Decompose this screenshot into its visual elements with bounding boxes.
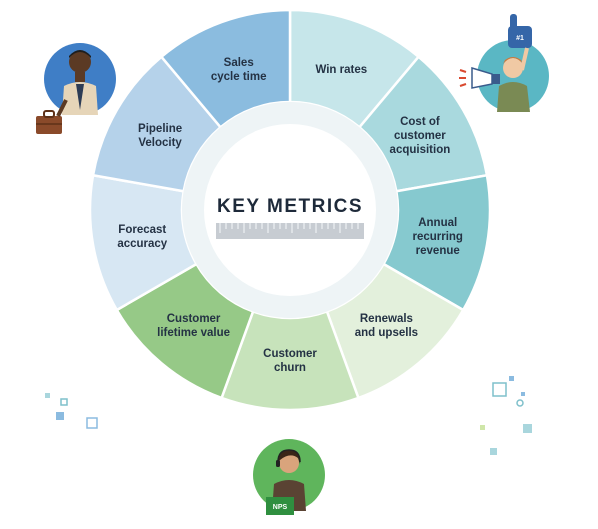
confetti-left bbox=[45, 393, 98, 429]
metric-label-5: Customer lifetime value bbox=[157, 313, 230, 339]
megaphone-icon bbox=[459, 66, 500, 89]
metric-label-0: Win rates bbox=[315, 64, 367, 76]
ruler-icon bbox=[216, 223, 364, 239]
businessman-tie bbox=[76, 84, 84, 110]
metric-label-7: Pipeline Velocity bbox=[138, 123, 182, 149]
foam-finger-label: #1 bbox=[516, 35, 524, 42]
businessman-illustration bbox=[36, 43, 116, 134]
metrics-labels: Win rates Cost of customer acquisition Annua… bbox=[117, 57, 463, 374]
foam-finger-icon: #1 bbox=[508, 14, 532, 71]
briefcase-icon bbox=[36, 99, 68, 134]
metric-label-3: Renewals and upsells bbox=[355, 313, 418, 339]
metric-label-8: Sales cycle time bbox=[211, 57, 267, 83]
confetti-right bbox=[480, 376, 532, 455]
support-agent-illustration: NPS bbox=[253, 439, 325, 515]
fan-head bbox=[503, 58, 523, 78]
fan-illustration: #1 bbox=[459, 14, 549, 112]
businessman-head bbox=[69, 51, 91, 73]
nps-card: NPS bbox=[266, 497, 294, 515]
headset-icon bbox=[276, 449, 301, 467]
nps-label: NPS bbox=[273, 504, 288, 511]
center-disc bbox=[204, 124, 376, 296]
center-title: KEY METRICS bbox=[217, 196, 363, 217]
agent-circle bbox=[253, 439, 325, 511]
fan-shirt bbox=[497, 82, 530, 112]
metric-label-4: Customer churn bbox=[263, 348, 317, 374]
agent-head bbox=[279, 453, 299, 473]
metric-label-2: Annual recurring revenue bbox=[412, 217, 463, 257]
metrics-wheel bbox=[88, 8, 492, 412]
metric-label-1: Cost of customer acquisition bbox=[390, 116, 451, 156]
metric-label-6: Forecast accuracy bbox=[117, 224, 167, 250]
